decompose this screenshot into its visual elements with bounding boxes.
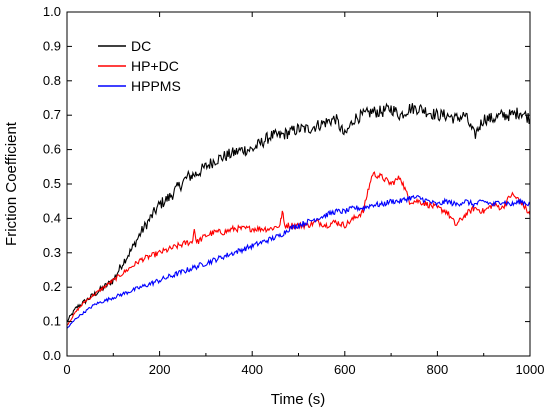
- y-tick-label: 0.3: [43, 245, 61, 260]
- x-tick-label: 400: [241, 362, 263, 377]
- x-axis-title: Time (s): [271, 391, 325, 408]
- y-tick-label: 0.1: [43, 314, 61, 329]
- legend-label-hppms: HPPMS: [131, 78, 181, 94]
- y-tick-label: 0.4: [43, 210, 61, 225]
- y-tick-label: 0.9: [43, 38, 61, 53]
- series-line-hp-dc: [66, 171, 531, 326]
- x-tick-label: 0: [63, 362, 70, 377]
- y-tick-label: 0.5: [43, 176, 61, 191]
- plot-area: [66, 102, 531, 329]
- x-tick-label: 600: [334, 362, 356, 377]
- legend-label-hp-dc: HP+DC: [131, 58, 179, 74]
- y-tick-label: 0.6: [43, 142, 61, 157]
- x-tick-label: 800: [427, 362, 449, 377]
- y-tick-label: 0.8: [43, 73, 61, 88]
- y-tick-label: 0.0: [43, 348, 61, 363]
- x-tick-label: 200: [149, 362, 171, 377]
- series-line-dc: [67, 102, 531, 322]
- axes: 0 200 400 600 800 1000 0.0 0.1 0.2 0.3 0.4 0.5 0.6 0.…: [43, 4, 545, 377]
- y-tick-label: 0.7: [43, 107, 61, 122]
- y-tick-label: 0.2: [43, 279, 61, 294]
- x-tick-label: 1000: [516, 362, 545, 377]
- y-tick-label: 1.0: [43, 4, 61, 19]
- series-line-hppms: [66, 194, 531, 329]
- legend: DC HP+DC HPPMS: [98, 38, 181, 94]
- legend-label-dc: DC: [131, 38, 151, 54]
- y-axis-title: Friction Coefficient: [3, 121, 20, 246]
